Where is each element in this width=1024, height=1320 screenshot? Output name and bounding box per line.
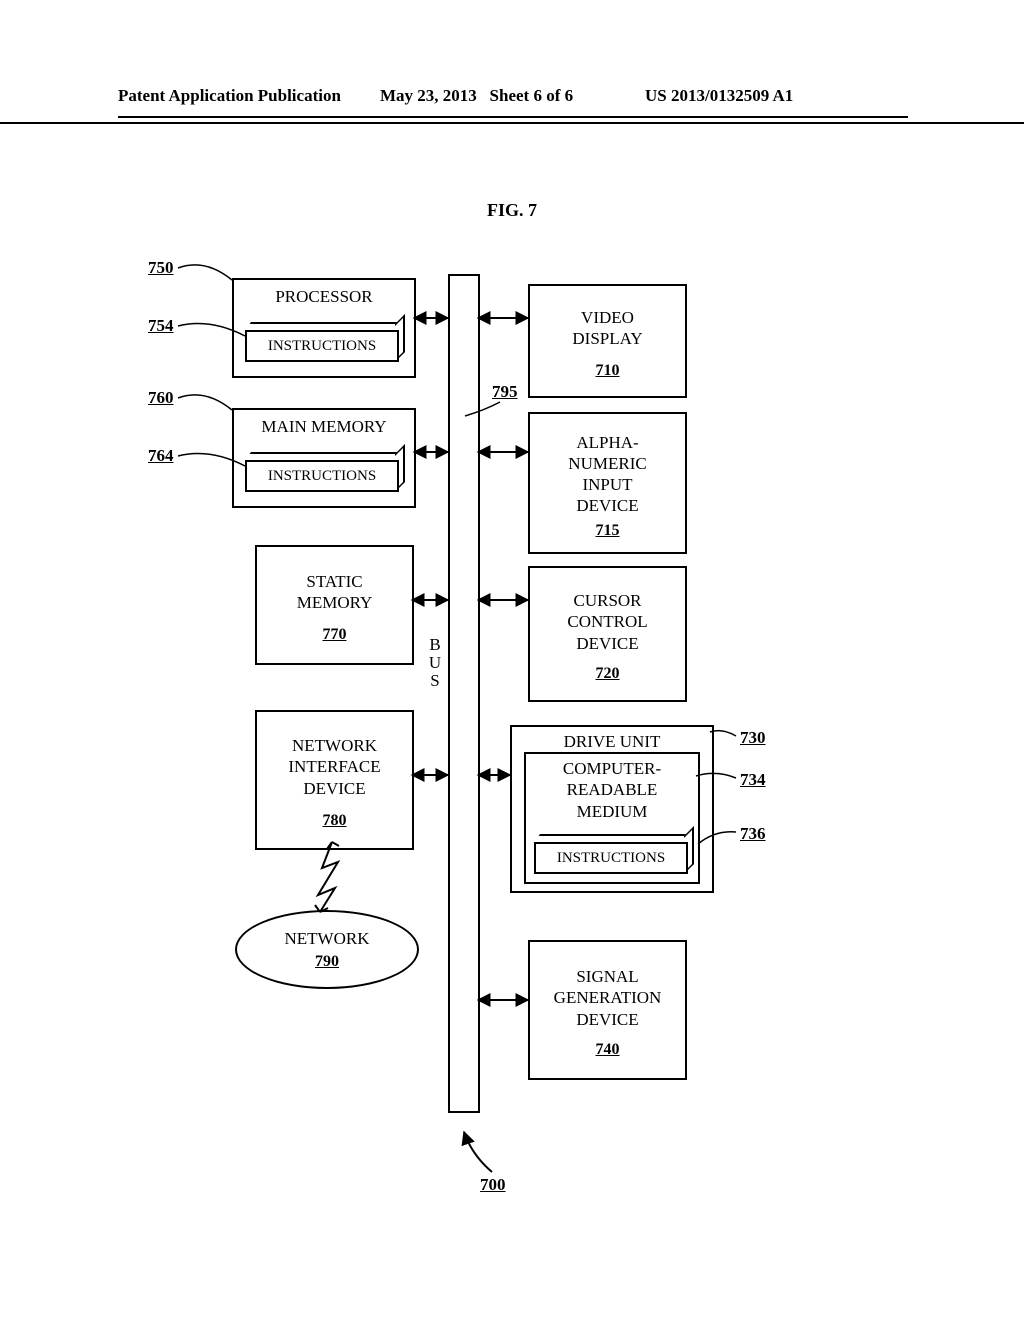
lead-760 [178, 395, 232, 410]
static-memory-label-2: MEMORY [297, 592, 373, 613]
bus-box [448, 274, 480, 1113]
processor-label: PROCESSOR [275, 286, 372, 307]
video-display-box: VIDEO DISPLAY 710 [528, 284, 687, 398]
processor-instructions-block: INSTRUCTIONS [245, 322, 395, 352]
header-right: US 2013/0132509 A1 [645, 86, 793, 106]
static-memory-label-1: STATIC [306, 571, 362, 592]
drive-unit-instructions-block: INSTRUCTIONS [534, 834, 684, 864]
ref-734: 734 [740, 770, 766, 790]
bus-label: B U S [426, 636, 444, 690]
header-date: May 23, 2013 [380, 86, 477, 105]
ref-740: 740 [596, 1040, 620, 1060]
header-rule [118, 116, 908, 118]
header-sheet: Sheet 6 of 6 [490, 86, 574, 105]
ref-780: 780 [323, 811, 347, 831]
processor-instructions-label: INSTRUCTIONS [245, 330, 399, 362]
patent-page: Patent Application Publication May 23, 2… [0, 0, 1024, 1320]
main-memory-instructions-label: INSTRUCTIONS [245, 460, 399, 492]
ref-720: 720 [596, 664, 620, 684]
connector-overlay [0, 0, 1024, 1320]
static-memory-box: STATIC MEMORY 770 [255, 545, 414, 665]
main-memory-label: MAIN MEMORY [261, 416, 386, 437]
ref-730: 730 [740, 728, 766, 748]
figure-title: FIG. 7 [0, 200, 1024, 221]
drive-unit-label: DRIVE UNIT [564, 731, 661, 752]
ref-770: 770 [323, 625, 347, 645]
lead-750 [178, 265, 232, 280]
network-interface-box: NETWORK INTERFACE DEVICE 780 [255, 710, 414, 850]
ref-790: 790 [315, 953, 339, 971]
header-left: Patent Application Publication [118, 86, 341, 106]
main-memory-instructions-block: INSTRUCTIONS [245, 452, 395, 482]
ref-700: 700 [480, 1175, 506, 1195]
ref-750: 750 [148, 258, 174, 278]
signal-generation-box: SIGNAL GENERATION DEVICE 740 [528, 940, 687, 1080]
ref-715: 715 [596, 521, 620, 541]
lightning-icon [318, 842, 338, 912]
drive-unit-instructions-label: INSTRUCTIONS [534, 842, 688, 874]
ref-754: 754 [148, 316, 174, 336]
cursor-control-box: CURSOR CONTROL DEVICE 720 [528, 566, 687, 702]
alpha-input-box: ALPHA- NUMERIC INPUT DEVICE 715 [528, 412, 687, 554]
ref-795: 795 [492, 382, 518, 402]
network-label: NETWORK [285, 929, 370, 949]
ref-760: 760 [148, 388, 174, 408]
ref-710: 710 [596, 361, 620, 381]
ref-764: 764 [148, 446, 174, 466]
page-header: Patent Application Publication May 23, 2… [0, 86, 1024, 124]
header-mid: May 23, 2013 Sheet 6 of 6 [380, 86, 573, 106]
network-node: NETWORK 790 [235, 910, 419, 989]
ref-736: 736 [740, 824, 766, 844]
lead-700 [464, 1132, 492, 1172]
